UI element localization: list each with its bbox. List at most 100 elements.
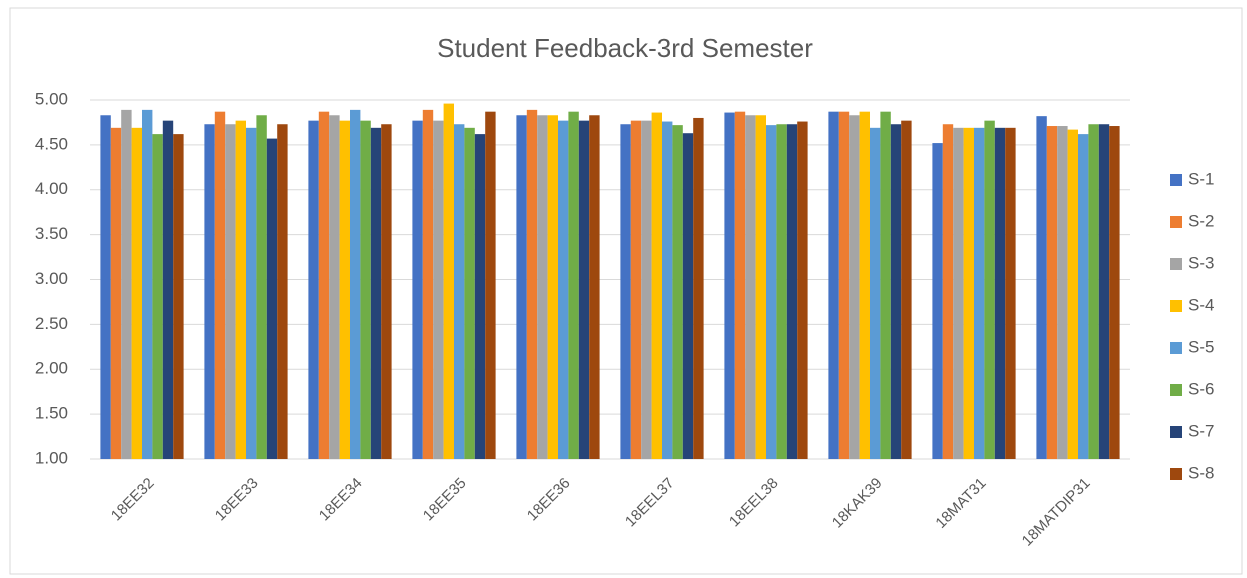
y-tick-label: 1.00 <box>35 448 68 467</box>
bar <box>786 124 798 460</box>
bar <box>953 127 964 459</box>
bar <box>734 111 746 459</box>
legend-swatch <box>1170 468 1182 480</box>
bar <box>620 124 631 460</box>
bar <box>776 124 787 460</box>
bar <box>131 127 142 459</box>
bar <box>308 120 319 459</box>
legend-label: S-1 <box>1188 169 1214 188</box>
bar <box>339 120 350 459</box>
bar <box>329 115 340 459</box>
legend-label: S-3 <box>1188 253 1214 272</box>
bar <box>225 124 236 460</box>
bar <box>485 111 496 459</box>
bar <box>173 134 184 460</box>
bar <box>516 115 527 459</box>
bar <box>1067 129 1078 459</box>
legend-label: S-8 <box>1188 463 1214 482</box>
y-tick-label: 4.50 <box>35 134 68 153</box>
bar <box>412 120 423 459</box>
bar <box>277 124 288 460</box>
bar <box>932 143 943 459</box>
bar <box>1078 134 1089 460</box>
bar <box>578 120 590 459</box>
bar <box>651 112 662 459</box>
legend-swatch <box>1170 384 1182 396</box>
bar <box>942 124 954 460</box>
legend-swatch <box>1170 174 1182 186</box>
bar <box>682 133 694 459</box>
bar <box>693 117 704 459</box>
bar <box>1109 126 1120 459</box>
bar <box>100 115 111 459</box>
bar <box>256 115 267 459</box>
legend-swatch <box>1170 258 1182 270</box>
bar <box>454 124 465 460</box>
legend-label: S-5 <box>1188 337 1214 356</box>
bar <box>766 125 777 459</box>
bar <box>235 120 246 459</box>
legend-swatch <box>1170 216 1182 228</box>
legend-swatch <box>1170 300 1182 312</box>
bar <box>110 127 122 459</box>
bar <box>901 120 912 459</box>
bar <box>1057 126 1068 459</box>
y-tick-label: 3.50 <box>35 224 68 243</box>
y-tick-label: 2.50 <box>35 314 68 333</box>
bar <box>422 109 434 459</box>
bar <box>755 115 766 459</box>
bar <box>1088 124 1099 460</box>
bar <box>246 127 257 459</box>
bar <box>1046 126 1058 459</box>
y-tick-label: 4.00 <box>35 179 68 198</box>
bar <box>443 103 454 459</box>
legend-label: S-4 <box>1188 295 1214 314</box>
bar <box>152 134 163 460</box>
y-tick-label: 3.00 <box>35 269 68 288</box>
bar <box>474 134 486 460</box>
bar <box>537 115 548 459</box>
bar <box>672 125 683 459</box>
bar <box>963 127 974 459</box>
bar <box>1036 116 1047 459</box>
bar <box>121 109 132 459</box>
bar <box>589 115 600 459</box>
bar <box>568 111 579 459</box>
bar <box>662 121 673 459</box>
bar <box>214 111 226 459</box>
bar <box>162 120 174 459</box>
bar <box>370 127 382 459</box>
bar <box>204 124 215 460</box>
y-tick-label: 5.00 <box>35 89 68 108</box>
bar <box>828 111 839 459</box>
bar <box>360 120 371 459</box>
bar <box>724 112 735 459</box>
bar <box>558 120 569 459</box>
bar <box>890 124 902 460</box>
bar <box>464 127 475 459</box>
legend-label: S-7 <box>1188 421 1214 440</box>
bar <box>797 121 808 459</box>
bar <box>1098 124 1110 460</box>
bar <box>1005 127 1016 459</box>
bar <box>381 124 392 460</box>
legend-label: S-6 <box>1188 379 1214 398</box>
bar <box>984 120 995 459</box>
chart-title: Student Feedback-3rd Semester <box>437 33 813 63</box>
bar <box>859 111 870 459</box>
bar <box>142 109 153 459</box>
bar <box>745 115 756 459</box>
y-tick-label: 2.00 <box>35 359 68 378</box>
bar <box>974 127 985 459</box>
bar <box>838 111 850 459</box>
bar <box>433 120 444 459</box>
bar <box>630 120 642 459</box>
bar <box>350 109 361 459</box>
bar <box>526 109 538 459</box>
legend-label: S-2 <box>1188 211 1214 230</box>
bar <box>870 127 881 459</box>
bar <box>641 120 652 459</box>
bar <box>849 115 860 459</box>
y-tick-label: 1.50 <box>35 404 68 423</box>
